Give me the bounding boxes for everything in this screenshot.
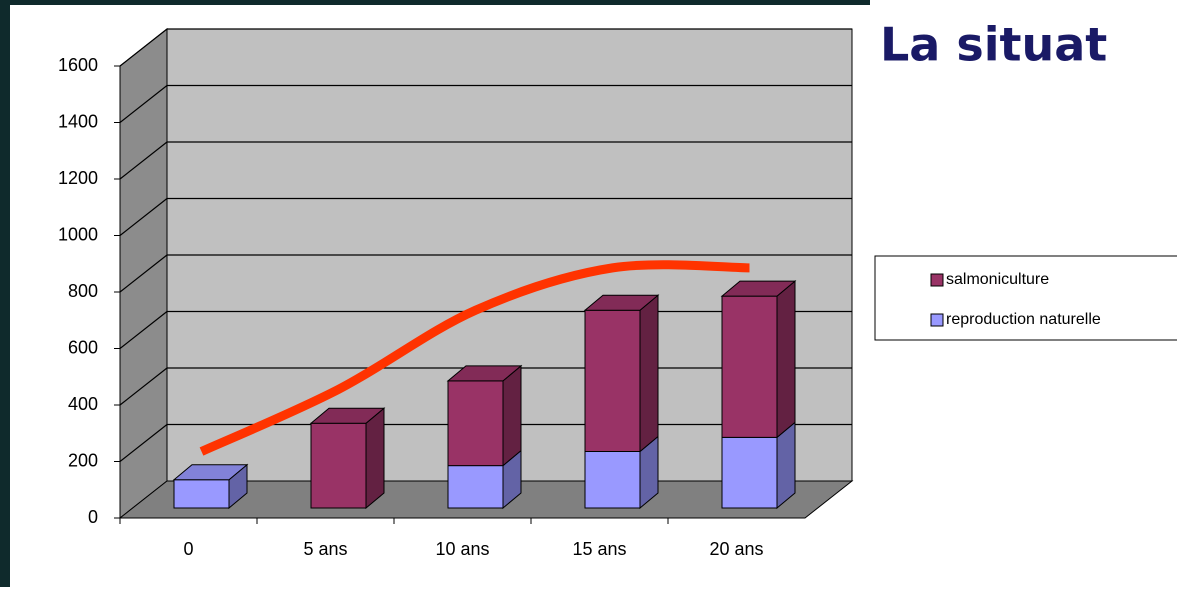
x-tick-label: 5 ans (303, 539, 347, 559)
x-tick-label: 15 ans (572, 539, 626, 559)
bar (584, 451, 641, 509)
y-tick-label: 0 (88, 507, 98, 527)
y-tick-label: 1600 (58, 55, 98, 75)
bar (584, 309, 641, 452)
y-tick-label: 200 (68, 450, 98, 470)
bar-side (365, 407, 385, 510)
bar (721, 436, 778, 509)
legend-swatch (930, 273, 944, 287)
grid-line (119, 84, 852, 123)
bar (447, 465, 504, 509)
bar-top (446, 365, 523, 382)
bar-side (502, 364, 522, 467)
chart-title: La situat (880, 18, 1107, 72)
bar-top (720, 280, 797, 297)
legend-box (874, 255, 1177, 341)
x-tick-label: 10 ans (435, 539, 489, 559)
y-tick-label: 800 (68, 281, 98, 301)
legend-swatch (930, 313, 944, 327)
grid-line (119, 28, 852, 67)
bar (173, 479, 230, 509)
trend-line (199, 260, 750, 456)
bar (310, 422, 367, 509)
y-tick-label: 1000 (58, 224, 98, 244)
y-tick-label: 1400 (58, 111, 98, 131)
bar (721, 295, 778, 438)
y-tick-label: 1200 (58, 168, 98, 188)
bar-top (172, 464, 249, 481)
x-tick-label: 0 (183, 539, 193, 559)
y-tick-label: 400 (68, 394, 98, 414)
bar-top (583, 294, 660, 311)
y-tick-label: 600 (68, 337, 98, 357)
grid-line (119, 254, 852, 293)
bar-side (776, 280, 796, 439)
bar-top (309, 407, 386, 424)
bar (447, 380, 504, 467)
legend-label: reproduction naturelle (946, 311, 1101, 328)
x-tick-label: 20 ans (709, 539, 763, 559)
background-strip (0, 0, 10, 587)
grid-line (119, 141, 852, 180)
background-strip (0, 0, 870, 5)
grid-line (119, 197, 852, 236)
legend-label: salmoniculture (946, 271, 1049, 288)
bar-side (639, 294, 659, 453)
